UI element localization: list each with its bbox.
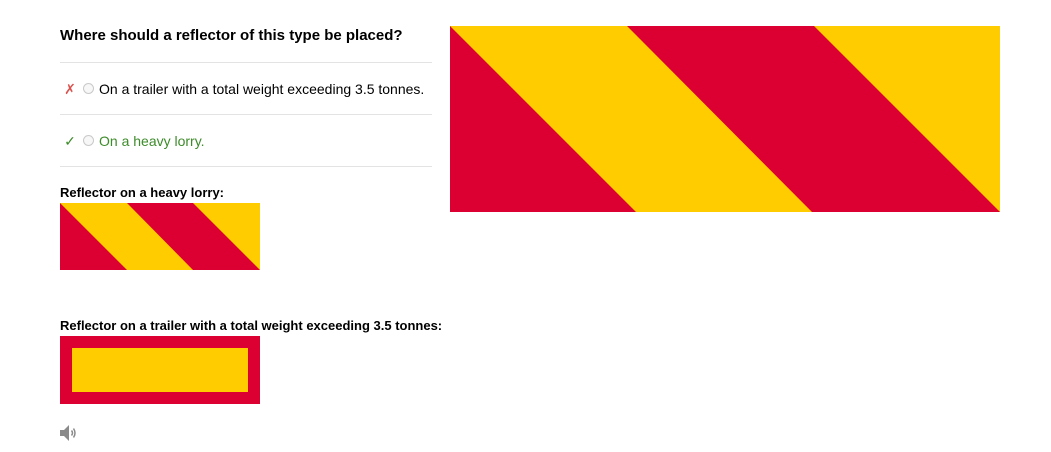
answer-option-trailer[interactable]: ✗ On a trailer with a total weight excee… (60, 63, 432, 115)
correct-mark-icon: ✓ (64, 132, 76, 149)
question-title: Where should a reflector of this type be… (60, 27, 403, 44)
answer-list: ✗ On a trailer with a total weight excee… (60, 62, 432, 167)
trailer-reflector-image (60, 336, 260, 404)
answer-text: On a heavy lorry. (99, 132, 205, 149)
answer-option-lorry[interactable]: ✓ On a heavy lorry. (60, 115, 432, 167)
wrong-mark-icon: ✗ (64, 80, 76, 97)
trailer-reflector-label: Reflector on a trailer with a total weig… (60, 318, 443, 333)
radio-button[interactable] (83, 135, 94, 146)
answer-text: On a trailer with a total weight exceedi… (99, 80, 425, 97)
speaker-icon[interactable] (59, 424, 79, 442)
radio-button[interactable] (83, 83, 94, 94)
lorry-reflector-image (60, 203, 260, 270)
question-reflector-image (450, 26, 1000, 212)
lorry-reflector-label: Reflector on a heavy lorry: (60, 185, 224, 200)
